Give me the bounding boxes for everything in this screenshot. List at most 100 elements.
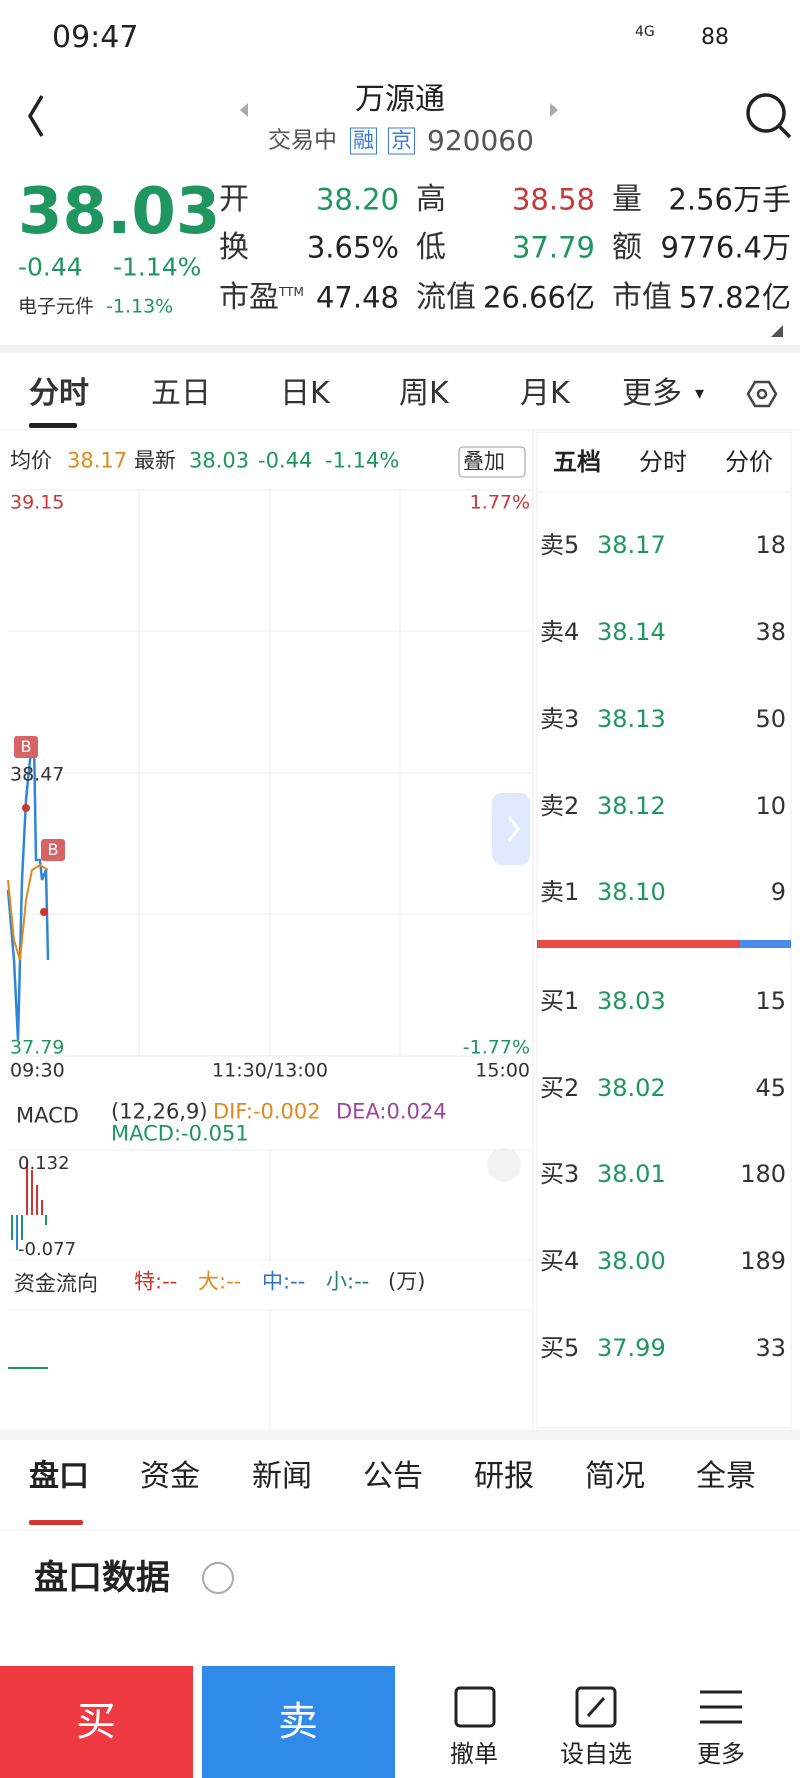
stat-value: 37.79 xyxy=(511,230,595,265)
stat-label: 开 xyxy=(219,182,249,217)
stock-name: 万源通 xyxy=(355,82,445,117)
book-volume: 50 xyxy=(755,705,786,733)
change-pct: -1.14% xyxy=(113,252,202,282)
book-price: 38.17 xyxy=(597,531,666,559)
stat-value: 38.20 xyxy=(315,182,399,217)
book-price: 38.10 xyxy=(597,878,666,906)
book-label: 卖4 xyxy=(540,618,580,646)
battery: 88 xyxy=(701,25,729,50)
book-tab[interactable]: 五档 xyxy=(553,448,601,476)
chart-tab[interactable]: 月K xyxy=(520,376,570,411)
indicator-select[interactable]: MACD xyxy=(16,1103,79,1128)
section-title: 盘口数据 xyxy=(34,1558,170,1598)
detail-tab[interactable]: 全景 xyxy=(696,1459,756,1494)
sell-button[interactable]: 卖 xyxy=(278,1699,318,1745)
stat-label: 额 xyxy=(612,230,642,265)
macd-dif: DIF:-0.002 xyxy=(213,1099,321,1124)
stat-label: 流值 xyxy=(416,280,476,315)
axis-label: 38.47 xyxy=(10,763,65,786)
chart-tab[interactable]: 五日 xyxy=(151,376,211,411)
sector: 电子元件 xyxy=(18,295,95,318)
macd-value: MACD:-0.051 xyxy=(111,1121,249,1146)
book-label: 买3 xyxy=(540,1160,580,1188)
flow-item: 中:-- xyxy=(262,1269,306,1294)
book-label: 卖1 xyxy=(540,878,580,906)
book-volume: 9 xyxy=(770,878,786,906)
detail-tab[interactable]: 资金 xyxy=(140,1459,200,1494)
book-price: 37.99 xyxy=(597,1334,666,1362)
stat-value: 9776.4万 xyxy=(660,230,791,265)
toolbar-button[interactable]: 更多 xyxy=(697,1740,745,1768)
book-label: 买1 xyxy=(540,987,580,1015)
avg-label: 均价 xyxy=(10,448,52,473)
stock-code: 920060 xyxy=(427,124,534,157)
time-label: 09:30 xyxy=(10,1059,65,1082)
book-volume: 38 xyxy=(755,618,786,646)
trade-status: 交易中 xyxy=(268,127,337,154)
toolbar-button[interactable]: 撤单 xyxy=(450,1740,498,1768)
price: 38.03 xyxy=(18,175,221,249)
stat-label: 高 xyxy=(416,182,446,217)
axis-label: 37.79 xyxy=(10,1036,65,1059)
chart-tab[interactable]: 日K xyxy=(280,376,330,411)
stat-value: 38.58 xyxy=(511,182,595,217)
book-label: 买5 xyxy=(540,1334,580,1362)
axis-label: 39.15 xyxy=(10,491,65,514)
book-volume: 15 xyxy=(755,987,786,1015)
book-price: 38.12 xyxy=(597,792,666,820)
book-price: 38.14 xyxy=(597,618,666,646)
buy-button[interactable]: 买 xyxy=(76,1699,116,1745)
toolbar-button[interactable]: 设自选 xyxy=(560,1740,632,1768)
book-label: 卖3 xyxy=(540,705,580,733)
book-label: 买4 xyxy=(540,1247,580,1275)
flow-item: 小:-- xyxy=(326,1269,370,1294)
axis-label: -0.077 xyxy=(18,1239,77,1260)
book-volume: 33 xyxy=(755,1334,786,1362)
stat-sup: TTM xyxy=(279,285,304,299)
change: -0.44 xyxy=(18,252,83,282)
book-volume: 189 xyxy=(740,1247,786,1275)
stat-value: 2.56万手 xyxy=(668,182,791,217)
stat-label: 市盈TTM xyxy=(219,280,304,315)
time-label: 11:30/13:00 xyxy=(212,1059,328,1082)
indicator-select[interactable]: 资金流向 xyxy=(14,1271,98,1296)
latest-change: -0.44 xyxy=(258,448,313,473)
axis-label: 0.132 xyxy=(18,1153,70,1174)
book-volume: 18 xyxy=(755,531,786,559)
book-price: 38.01 xyxy=(597,1160,666,1188)
buy-marker: B xyxy=(20,737,32,756)
stat-value: 47.48 xyxy=(315,280,399,315)
overlay-button[interactable]: 叠加 xyxy=(463,449,505,474)
book-volume: 180 xyxy=(740,1160,786,1188)
flow-item: 特:-- xyxy=(134,1269,178,1294)
book-tab[interactable]: 分价 xyxy=(725,448,773,476)
flow-item: 大:-- xyxy=(198,1269,242,1294)
detail-tab[interactable]: 新闻 xyxy=(252,1459,312,1494)
detail-tab[interactable]: 盘口 xyxy=(29,1459,89,1494)
chart-tab[interactable]: 分时 xyxy=(29,376,89,411)
stat-value: 26.66亿 xyxy=(482,280,595,315)
axis-label: -1.77% xyxy=(462,1036,530,1059)
stat-label: 量 xyxy=(612,182,642,217)
book-price: 38.00 xyxy=(597,1247,666,1275)
buy-marker: B xyxy=(47,840,59,859)
clock: 09:47 xyxy=(52,20,139,55)
stat-value: 3.65% xyxy=(306,230,399,265)
stat-label: 换 xyxy=(219,230,249,265)
book-price: 38.03 xyxy=(597,987,666,1015)
chart-tab[interactable]: 更多 xyxy=(622,376,682,411)
latest-price: 38.03 xyxy=(189,448,250,473)
detail-tab[interactable]: 简况 xyxy=(585,1459,645,1494)
book-tab[interactable]: 分时 xyxy=(639,448,687,476)
book-volume: 45 xyxy=(755,1074,786,1102)
book-price: 38.13 xyxy=(597,705,666,733)
detail-tab[interactable]: 研报 xyxy=(474,1459,534,1494)
time-label: 15:00 xyxy=(475,1059,530,1082)
latest-change-pct: -1.14% xyxy=(325,448,400,473)
axis-label: 1.77% xyxy=(469,491,530,514)
chart-tab[interactable]: 周K xyxy=(399,376,449,411)
detail-tab[interactable]: 公告 xyxy=(363,1459,423,1494)
sector-change: -1.13% xyxy=(106,295,174,318)
